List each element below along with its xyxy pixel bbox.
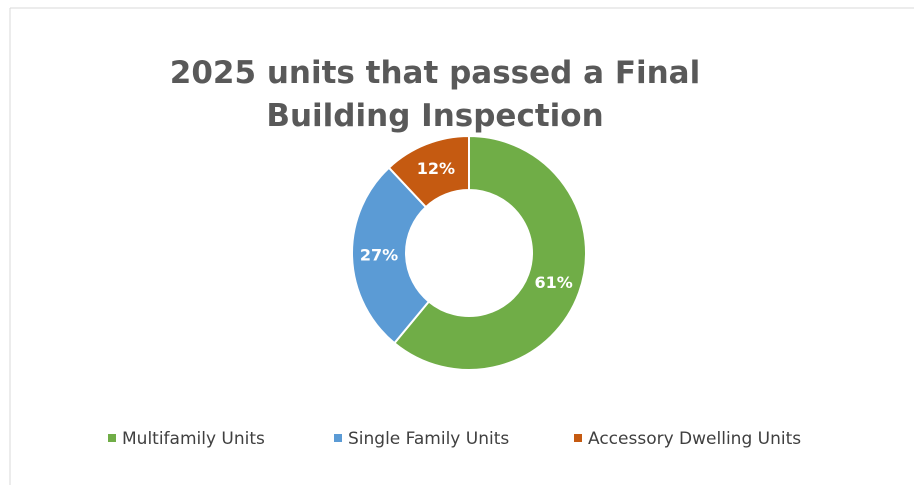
donut-segment bbox=[351, 166, 431, 345]
legend-marker bbox=[108, 434, 116, 442]
legend-label: Single Family Units bbox=[348, 429, 509, 449]
data-label: 27% bbox=[360, 245, 398, 264]
legend-marker bbox=[334, 434, 342, 442]
data-label: 12% bbox=[417, 159, 455, 178]
data-label: 61% bbox=[535, 273, 573, 292]
legend-marker bbox=[574, 434, 582, 442]
donut-segment bbox=[387, 134, 470, 209]
chart-title: 2025 units that passed a Final Building … bbox=[169, 55, 701, 134]
legend-label: Multifamily Units bbox=[122, 429, 265, 449]
donut-segment bbox=[393, 134, 587, 371]
legend-label: Accessory Dwelling Units bbox=[588, 429, 801, 449]
